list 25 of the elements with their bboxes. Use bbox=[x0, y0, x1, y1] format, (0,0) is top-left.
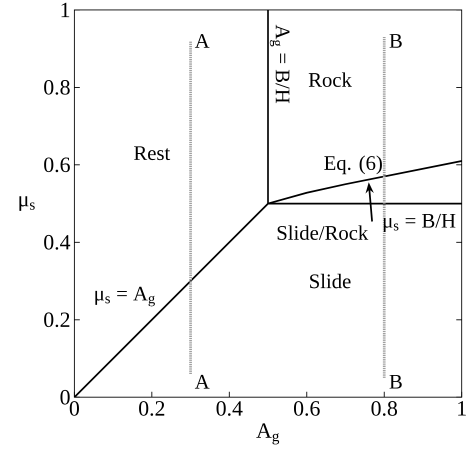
x-tick-label: 0.2 bbox=[139, 401, 164, 416]
y-tick-label: 0.6 bbox=[44, 158, 70, 172]
x-tick-label: 0.4 bbox=[216, 401, 243, 416]
y-tick-label: 0.8 bbox=[44, 80, 70, 95]
x-tick-label: 1 bbox=[458, 401, 466, 416]
annotation: A bbox=[194, 375, 210, 389]
annotation: Slide bbox=[310, 274, 351, 289]
y-axis-title: μ$_{s}$ bbox=[19, 196, 35, 212]
annotation: A$_{g}$ = B/H bbox=[270, 24, 290, 104]
annotation: Rest bbox=[134, 146, 170, 160]
annotation: A bbox=[194, 34, 210, 48]
y-tick-label: 0.4 bbox=[44, 235, 70, 250]
annotation: Eq. (6) bbox=[324, 156, 382, 174]
annotation: μ$_{s}$ = A$_{g}$ bbox=[95, 286, 155, 307]
annotation: B bbox=[390, 375, 402, 389]
annotation: Rock bbox=[308, 72, 352, 88]
annotation: Slide/Rock bbox=[278, 226, 368, 240]
x-tick-label: 0.6 bbox=[294, 401, 320, 416]
x-axis-title: A$_{g}$ bbox=[256, 424, 280, 445]
annotation: μ$_{s}$ = B/H bbox=[384, 214, 456, 232]
x-tick-label: 0.8 bbox=[371, 401, 398, 416]
y-tick-label: 1 bbox=[62, 2, 70, 18]
annotation: B bbox=[390, 34, 402, 48]
y-tick-label: 0.2 bbox=[44, 312, 70, 328]
y-tick-label: 0 bbox=[60, 390, 70, 405]
